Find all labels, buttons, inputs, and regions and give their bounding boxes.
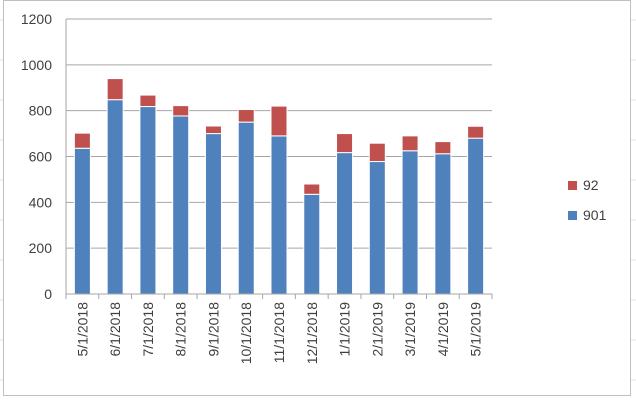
bar-901-8/1/2018[interactable] (172, 115, 190, 295)
x-tick-label: 5/1/2019 (468, 302, 484, 357)
bar-92-5/1/2018[interactable] (73, 132, 91, 149)
legend-label-92: 92 (583, 177, 599, 193)
bar-92-8/1/2018[interactable] (172, 105, 190, 117)
y-tick-label: 800 (29, 103, 53, 119)
bar-92-2/1/2019[interactable] (368, 142, 386, 163)
bar-901-6/1/2018[interactable] (106, 99, 124, 295)
x-tick-label: 10/1/2018 (238, 302, 254, 364)
x-tick-label: 8/1/2018 (173, 302, 189, 357)
x-tick-label: 1/1/2019 (337, 302, 353, 357)
axes (65, 19, 493, 299)
legend-label-901: 901 (583, 207, 607, 223)
x-tick-label: 11/1/2018 (271, 302, 287, 363)
legend-item-92: 92 (568, 176, 599, 194)
y-tick-label: 200 (29, 240, 53, 256)
x-tick-labels: 5/1/2018 6/1/2018 7/1/2018 8/1/2018 9/1/2018… (74, 302, 483, 365)
y-tick-label: 600 (29, 149, 53, 165)
bar-92-7/1/2018[interactable] (139, 94, 157, 108)
x-tick-label: 2/1/2019 (369, 302, 385, 357)
y-tick-labels: 0 200 400 600 800 1000 1200 (21, 11, 52, 302)
x-tick-label: 5/1/2018 (74, 302, 90, 357)
legend-item-901: 901 (568, 206, 606, 224)
bar-901-5/1/2019[interactable] (467, 137, 485, 295)
y-tick-label: 1000 (21, 57, 52, 73)
bar-92-5/1/2019[interactable] (467, 125, 485, 139)
bar-92-3/1/2019[interactable] (401, 135, 419, 152)
bar-92-10/1/2018[interactable] (237, 109, 255, 123)
x-tick-label: 3/1/2019 (402, 302, 418, 357)
x-tick-label: 9/1/2018 (205, 302, 221, 357)
bar-901-12/1/2018[interactable] (303, 193, 321, 295)
bars (73, 78, 485, 295)
bar-92-4/1/2019[interactable] (434, 141, 452, 155)
legend-swatch-92 (568, 180, 577, 190)
bar-901-1/1/2019[interactable] (336, 152, 354, 295)
y-tick-label: 400 (29, 194, 53, 210)
x-tick-label: 4/1/2019 (435, 302, 451, 357)
y-tick-label: 0 (44, 286, 52, 302)
bar-901-10/1/2018[interactable] (237, 121, 255, 295)
bar-901-4/1/2019[interactable] (434, 153, 452, 295)
bar-92-6/1/2018[interactable] (106, 78, 124, 101)
bar-92-12/1/2018[interactable] (303, 183, 321, 195)
bar-92-11/1/2018[interactable] (270, 105, 288, 137)
legend[interactable]: 92 901 (568, 172, 628, 232)
bar-901-3/1/2019[interactable] (401, 150, 419, 295)
legend-swatch-901 (568, 210, 577, 220)
bar-901-11/1/2018[interactable] (270, 135, 288, 295)
bar-901-9/1/2018[interactable] (204, 133, 222, 295)
bar-92-1/1/2019[interactable] (336, 133, 354, 154)
bar-901-7/1/2018[interactable] (139, 106, 157, 295)
x-tick-label: 6/1/2018 (107, 302, 123, 357)
y-tick-label: 1200 (21, 11, 52, 27)
bar-901-2/1/2019[interactable] (368, 161, 386, 295)
bar-901-5/1/2018[interactable] (73, 147, 91, 295)
x-tick-label: 12/1/2018 (304, 302, 320, 364)
bar-92-9/1/2018[interactable] (204, 125, 222, 135)
x-tick-label: 7/1/2018 (140, 302, 156, 357)
